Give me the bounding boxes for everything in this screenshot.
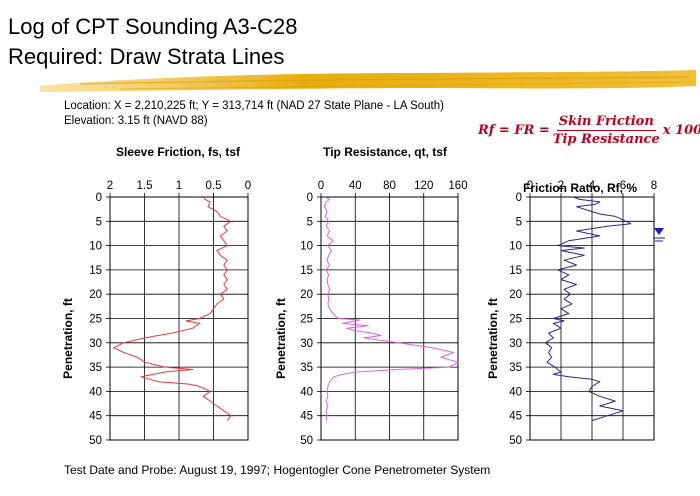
y-tick-label: 5 xyxy=(516,216,522,228)
location-text: Location: X = 2,210,225 ft; Y = 313,714 … xyxy=(64,100,444,112)
y-tick-label: 50 xyxy=(509,435,522,447)
y-tick-label: 0 xyxy=(307,192,313,204)
x-tick-label: 8 xyxy=(651,180,657,192)
y-tick-label: 25 xyxy=(509,314,522,326)
series-line xyxy=(545,196,632,422)
y-tick-label: 0 xyxy=(96,192,102,204)
formula-fraction: Skin Friction Tip Resistance xyxy=(553,114,660,147)
y-tick-label: 5 xyxy=(96,216,102,228)
y-tick-label: 5 xyxy=(307,216,313,228)
chart-title: Friction Ratio, Rf, % xyxy=(523,181,637,195)
y-tick-label: 45 xyxy=(89,411,102,423)
formula-denominator: Tip Resistance xyxy=(552,132,660,147)
y-tick-label: 35 xyxy=(300,362,313,374)
elevation-text: Elevation: 3.15 ft (NAVD 88) xyxy=(64,115,208,127)
y-tick-label: 30 xyxy=(89,338,102,350)
x-tick-label: 1.5 xyxy=(137,180,153,192)
chart-2: 0 40 80 120 160 0 5 10 15 20 25 30 35 40 45 50 Tip Resis… xyxy=(274,145,468,447)
y-tick-label: 45 xyxy=(509,411,522,423)
series-line xyxy=(323,196,459,421)
y-axis-label: Penetration, ft xyxy=(61,298,75,379)
y-tick-label: 20 xyxy=(509,289,522,301)
y-tick-label: 20 xyxy=(89,289,102,301)
y-tick-label: 25 xyxy=(300,314,313,326)
y-tick-label: 30 xyxy=(300,338,313,350)
y-axis-label: Penetration, ft xyxy=(486,298,500,379)
y-tick-label: 35 xyxy=(509,362,522,374)
x-tick-label: 0 xyxy=(318,180,324,192)
water-table-triangle xyxy=(654,228,664,235)
plot-frame xyxy=(320,196,459,441)
y-tick-label: 25 xyxy=(89,314,102,326)
chart-1: 2 1.5 1 0.5 0 0 5 10 15 20 25 30 35 40 45 50 Sleeve Fric… xyxy=(61,145,251,447)
slide-title-line-2: Required: Draw Strata Lines xyxy=(8,44,285,69)
slide-title-line-1: Log of CPT Sounding A3-C28 xyxy=(8,14,298,39)
x-tick-label: 0 xyxy=(527,180,533,192)
x-tick-label: 0 xyxy=(245,180,251,192)
y-tick-label: 35 xyxy=(89,362,102,374)
y-tick-label: 30 xyxy=(509,338,522,350)
water-table-icon xyxy=(653,228,665,242)
y-tick-label: 0 xyxy=(516,192,522,204)
x-tick-label: 6 xyxy=(620,180,626,192)
y-tick-label: 45 xyxy=(300,411,313,423)
chart-title: Tip Resistance, qt, tsf xyxy=(323,145,448,159)
y-tick-label: 40 xyxy=(509,386,522,398)
x-tick-label: 4 xyxy=(589,180,596,192)
chart-title: Sleeve Friction, fs, tsf xyxy=(116,145,241,159)
x-tick-label: 1 xyxy=(176,180,182,192)
plot-frame xyxy=(109,196,249,441)
y-tick-label: 40 xyxy=(89,386,102,398)
x-tick-label: 40 xyxy=(349,180,362,192)
y-tick-label: 50 xyxy=(89,435,102,447)
y-tick-label: 50 xyxy=(300,435,313,447)
friction-ratio-formula: Rf = FR = Skin Friction Tip Resistance x… xyxy=(478,114,700,147)
x-tick-label: 2 xyxy=(107,180,113,192)
x-tick-label: 2 xyxy=(558,180,564,192)
y-tick-label: 20 xyxy=(300,289,313,301)
test-info-text: Test Date and Probe: August 19, 1997; Ho… xyxy=(64,463,491,477)
y-axis-label: Penetration, ft xyxy=(274,298,288,379)
y-tick-label: 15 xyxy=(89,265,102,277)
y-tick-label: 10 xyxy=(509,241,522,253)
formula-lhs: Rf = FR = xyxy=(478,123,550,138)
formula-rhs: x 100 xyxy=(662,123,700,138)
y-tick-label: 10 xyxy=(89,241,102,253)
plot-frame xyxy=(529,196,655,441)
x-tick-label: 80 xyxy=(383,180,396,192)
series-line xyxy=(113,196,232,421)
y-tick-label: 15 xyxy=(300,265,313,277)
y-tick-label: 10 xyxy=(300,241,313,253)
chart-3: 0 2 4 6 8 0 5 10 15 20 25 30 35 40 45 50 Friction Ratio,… xyxy=(486,180,657,447)
y-tick-label: 15 xyxy=(509,265,522,277)
x-tick-label: 160 xyxy=(448,180,467,192)
y-tick-label: 40 xyxy=(300,386,313,398)
x-tick-label: 120 xyxy=(414,180,433,192)
x-tick-label: 0.5 xyxy=(206,180,222,192)
formula-numerator: Skin Friction xyxy=(556,114,656,131)
